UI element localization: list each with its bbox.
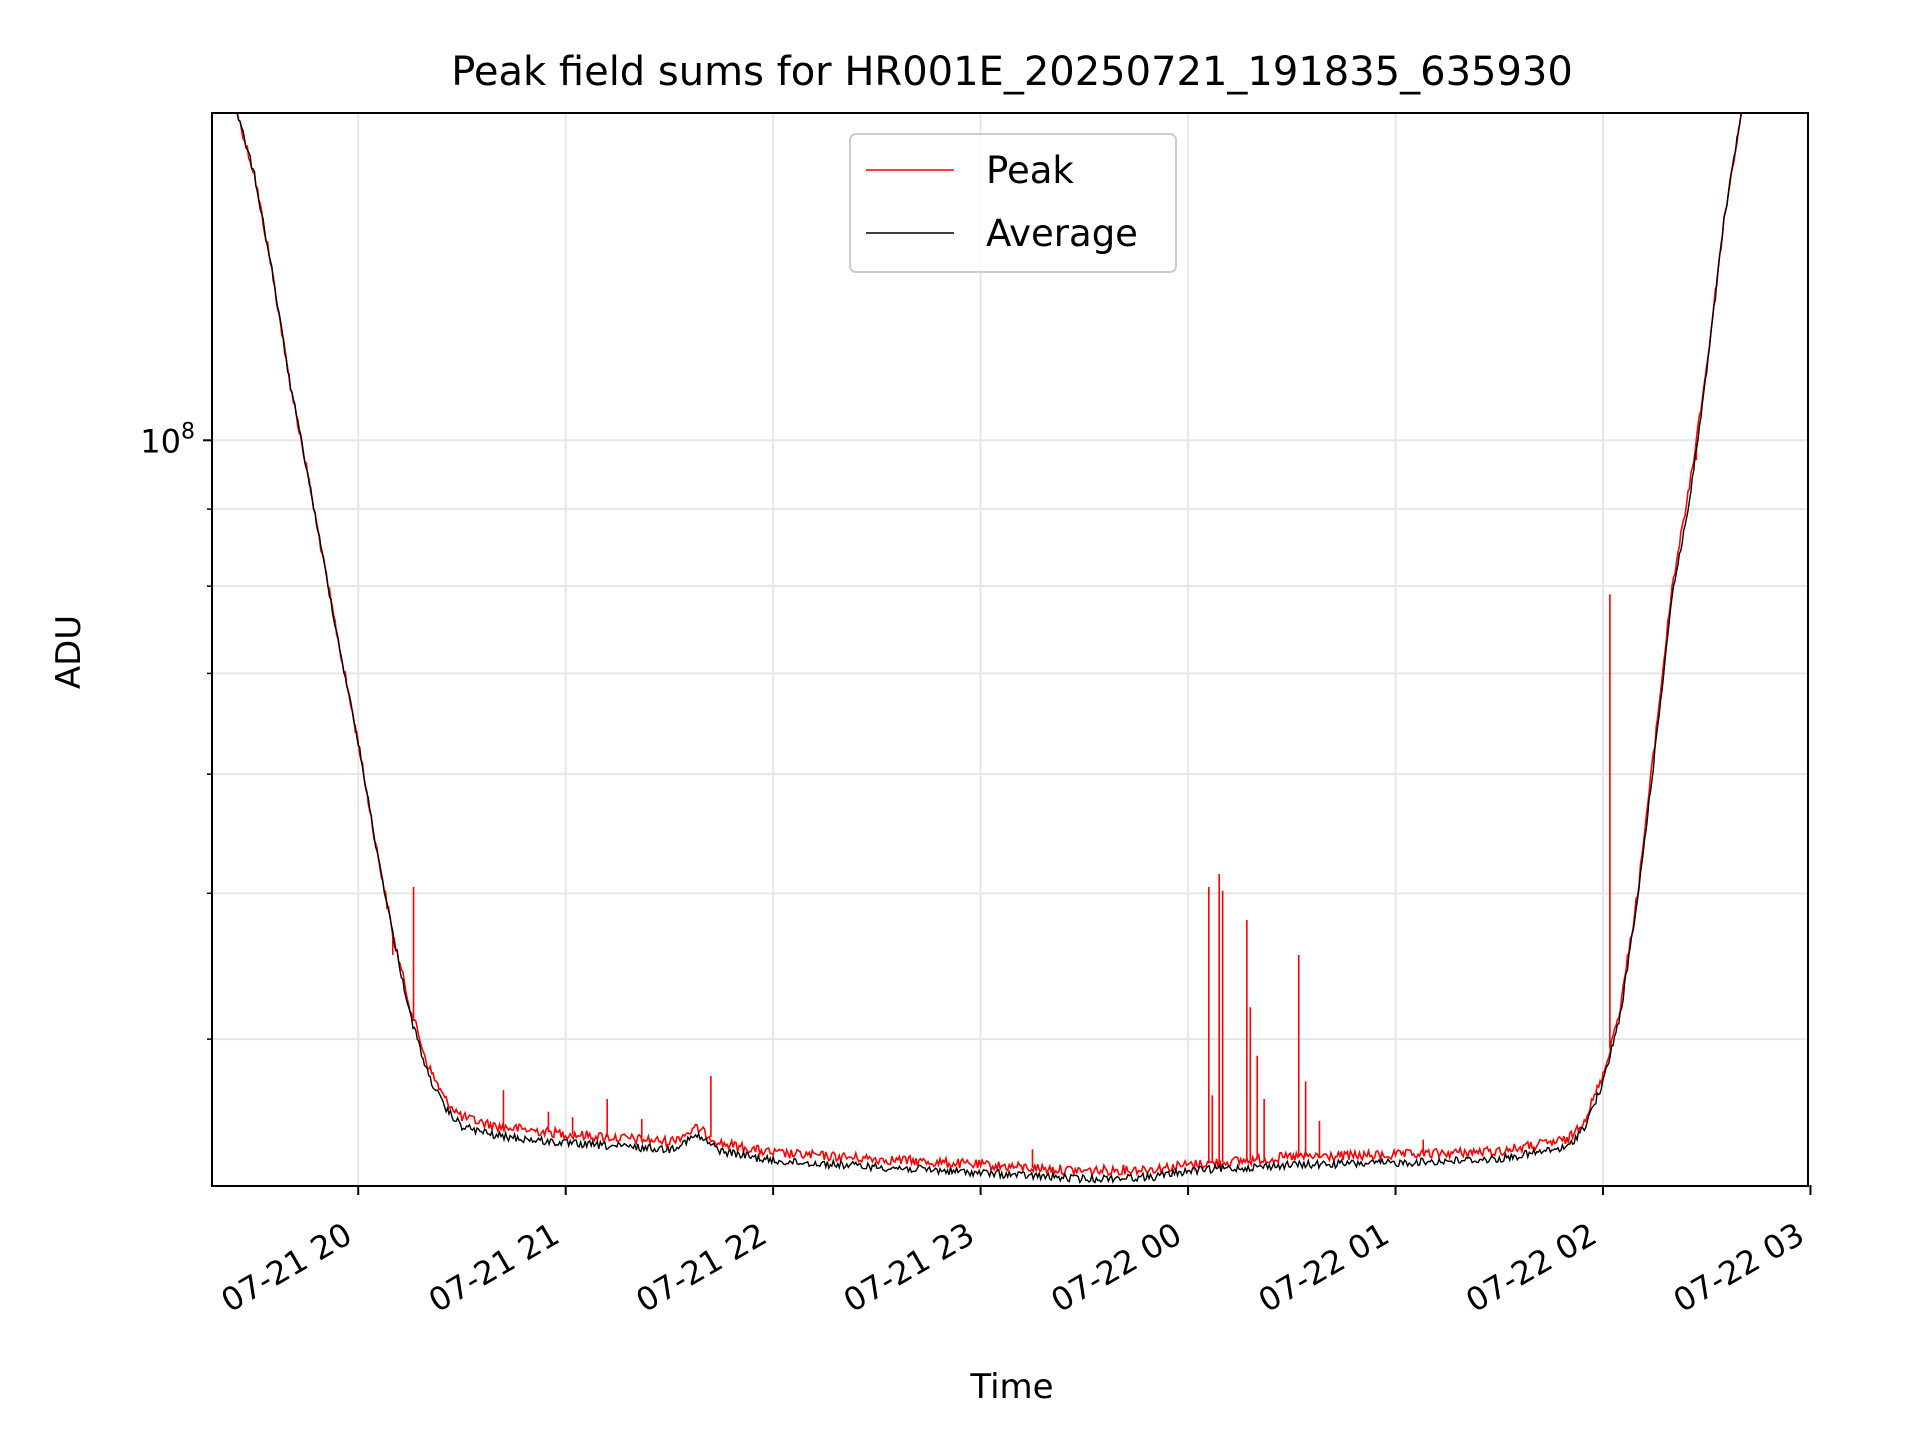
plot-lines xyxy=(213,113,1807,1185)
legend: Peak Average xyxy=(849,133,1177,273)
x-axis-label: Time xyxy=(969,1367,1053,1407)
plot-frame xyxy=(211,112,1809,1187)
legend-label-average: Average xyxy=(986,212,1138,255)
series-line-average xyxy=(213,113,1807,1185)
y-axis-label: ADU xyxy=(49,615,89,689)
y-axis: 108 xyxy=(140,419,213,1040)
series-spikes-peak xyxy=(392,439,1698,1168)
grid xyxy=(213,113,1807,1185)
chart-title: Peak field sums for HR001E_20250721_1918… xyxy=(451,49,1573,95)
legend-box xyxy=(849,133,1177,273)
y-tick-label: 108 xyxy=(140,419,195,460)
series-line-peak xyxy=(213,113,1807,1178)
legend-label-peak: Peak xyxy=(986,149,1074,192)
